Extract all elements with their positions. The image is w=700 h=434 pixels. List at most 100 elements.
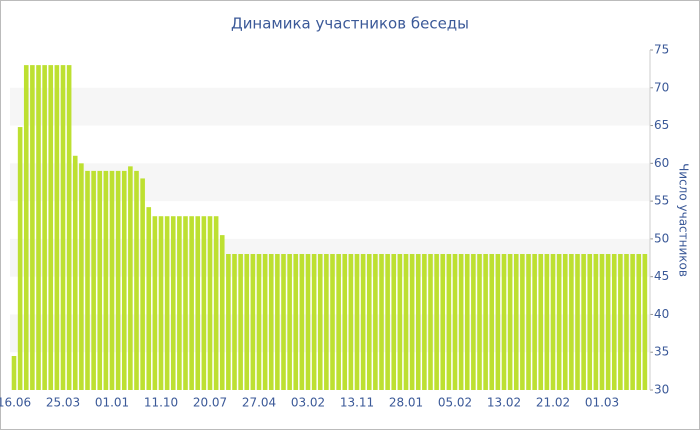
bar (23, 65, 29, 390)
bar (434, 254, 439, 390)
bar (428, 254, 433, 390)
bar (397, 254, 403, 390)
bar (121, 170, 127, 390)
y-tick-label: 65 (654, 118, 669, 132)
bar (207, 216, 213, 390)
bar (177, 216, 182, 390)
bar (128, 166, 133, 390)
bar (30, 65, 35, 390)
y-tick-label: 50 (654, 231, 669, 245)
chart-title: Динамика участников беседы (231, 15, 469, 33)
bar (520, 254, 525, 390)
bar (226, 254, 231, 390)
bar (507, 254, 513, 390)
bar (195, 216, 201, 390)
bar (79, 163, 84, 390)
bar (403, 254, 409, 390)
y-tick-label: 75 (654, 43, 669, 57)
y-tick-label: 35 (654, 345, 669, 359)
x-tick-label: 01.03 (585, 396, 619, 410)
bar (611, 254, 617, 390)
bar (624, 254, 629, 390)
y-tick-label: 40 (654, 307, 669, 321)
bar (11, 356, 17, 390)
bar (268, 254, 274, 390)
x-tick-label: 20.07 (193, 396, 227, 410)
x-tick-label: 03.02 (291, 396, 325, 410)
bar (366, 254, 372, 390)
bar (201, 216, 207, 390)
bar (599, 254, 605, 390)
bar (17, 127, 23, 391)
bar (581, 254, 586, 390)
bar (593, 254, 599, 390)
x-tick-label: 16.06 (0, 396, 31, 410)
bar (152, 216, 158, 390)
bar (569, 254, 574, 390)
x-tick-label: 28.01 (389, 396, 423, 410)
bar (550, 254, 556, 390)
bar (287, 254, 292, 390)
bar (360, 254, 366, 390)
bar (373, 254, 378, 390)
bar (146, 207, 152, 390)
bar (36, 65, 41, 390)
bar (219, 235, 225, 390)
bar (72, 155, 78, 390)
bar (262, 254, 268, 390)
bar (415, 254, 421, 390)
bar (85, 170, 90, 390)
bar (471, 254, 476, 390)
bar (336, 254, 341, 390)
bar (636, 254, 642, 390)
bar (213, 216, 219, 390)
bar (299, 254, 305, 390)
bar (158, 216, 164, 390)
bar (422, 254, 427, 390)
bar (385, 254, 390, 390)
bar (60, 65, 66, 390)
bar (115, 170, 121, 390)
bar (544, 254, 550, 390)
bar (317, 254, 323, 390)
bar (532, 254, 537, 390)
bar (495, 254, 501, 390)
bar (109, 170, 115, 390)
bar (630, 254, 635, 390)
bar (164, 216, 170, 390)
bar (348, 254, 354, 390)
bar (354, 254, 360, 390)
bar (244, 254, 250, 390)
bar (587, 254, 593, 390)
bar (513, 254, 519, 390)
x-tick-label: 21.02 (536, 396, 570, 410)
x-tick-label: 11.10 (144, 396, 178, 410)
y-tick-label: 30 (654, 383, 669, 397)
grid-band (10, 87, 650, 126)
bar (483, 254, 488, 390)
bar (311, 254, 317, 390)
bar (618, 254, 623, 390)
bar (477, 254, 482, 390)
x-tick-label: 25.03 (46, 396, 80, 410)
bar (556, 254, 562, 390)
bar (501, 254, 507, 390)
bar (256, 254, 262, 390)
bar (183, 216, 188, 390)
bar (189, 216, 194, 390)
bar (575, 254, 580, 390)
y-axis-label: Число участников (677, 163, 691, 277)
bar (342, 254, 348, 390)
bar (440, 254, 446, 390)
bar (642, 254, 648, 390)
bar (238, 254, 243, 390)
x-tick-label: 05.02 (438, 396, 472, 410)
bar (42, 65, 47, 390)
bar (281, 254, 286, 390)
y-tick-label: 55 (654, 194, 669, 208)
bar (452, 254, 458, 390)
bar (489, 254, 495, 390)
bar (134, 170, 139, 390)
bar (66, 65, 72, 390)
